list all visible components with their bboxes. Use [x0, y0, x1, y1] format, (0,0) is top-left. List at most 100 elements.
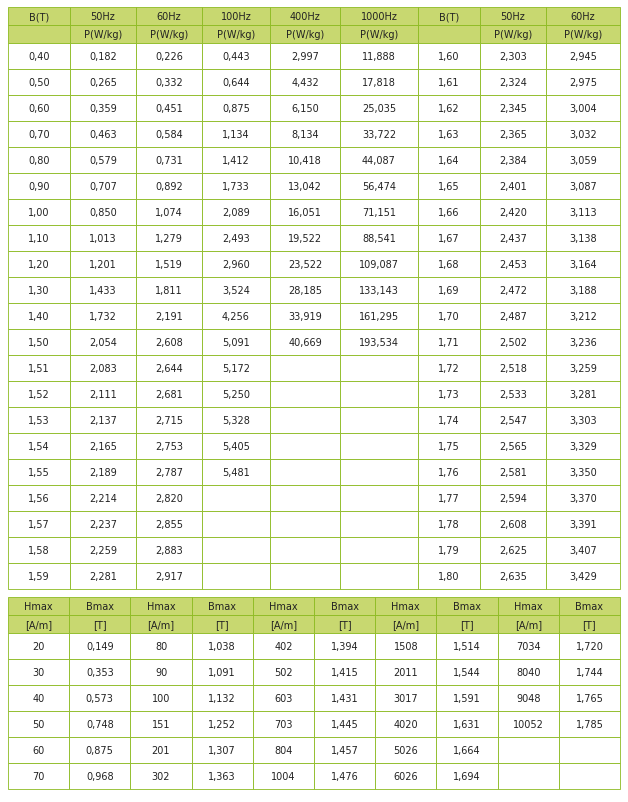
Bar	[314, 763, 375, 789]
Bar	[546, 355, 620, 382]
Bar	[70, 200, 136, 225]
Bar	[340, 330, 418, 355]
Text: 1,412: 1,412	[222, 156, 250, 166]
Bar	[202, 44, 270, 70]
Bar	[131, 737, 192, 763]
Text: 33,722: 33,722	[362, 130, 396, 140]
Bar	[340, 200, 418, 225]
Bar	[270, 330, 340, 355]
Bar	[340, 537, 418, 563]
Text: 33,919: 33,919	[288, 312, 322, 322]
Bar	[436, 659, 497, 685]
Bar	[546, 96, 620, 122]
Text: 2,111: 2,111	[89, 390, 117, 399]
Bar	[546, 174, 620, 200]
Bar	[480, 8, 546, 26]
Text: 1004: 1004	[271, 771, 296, 781]
Text: B(T): B(T)	[439, 12, 459, 22]
Bar	[270, 174, 340, 200]
Bar	[418, 225, 480, 252]
Text: 5,091: 5,091	[222, 338, 250, 347]
Bar	[546, 8, 620, 26]
Bar	[70, 433, 136, 460]
Text: 0,265: 0,265	[89, 78, 117, 88]
Bar	[8, 460, 70, 485]
Text: 1,56: 1,56	[28, 493, 50, 504]
Bar	[340, 485, 418, 512]
Bar	[69, 615, 131, 634]
Bar	[270, 200, 340, 225]
Text: [A/m]: [A/m]	[25, 619, 52, 630]
Bar	[8, 200, 70, 225]
Bar	[202, 200, 270, 225]
Text: [T]: [T]	[583, 619, 596, 630]
Bar	[559, 685, 620, 711]
Bar	[340, 252, 418, 277]
Text: 1,744: 1,744	[575, 667, 604, 677]
Bar	[546, 433, 620, 460]
Bar	[192, 685, 253, 711]
Text: 80: 80	[155, 642, 167, 651]
Bar	[559, 615, 620, 634]
Text: 1,279: 1,279	[155, 233, 183, 244]
Text: 13,042: 13,042	[288, 182, 322, 192]
Text: 0,892: 0,892	[155, 182, 183, 192]
Bar	[136, 485, 202, 512]
Bar	[70, 382, 136, 407]
Text: 2,594: 2,594	[499, 493, 527, 504]
Text: 1,77: 1,77	[438, 493, 460, 504]
Bar	[8, 277, 70, 304]
Text: 3,281: 3,281	[569, 390, 597, 399]
Bar	[480, 70, 546, 96]
Bar	[314, 634, 375, 659]
Bar	[340, 563, 418, 589]
Bar	[192, 615, 253, 634]
Bar	[8, 304, 70, 330]
Text: 1,811: 1,811	[155, 286, 183, 296]
Text: 1,631: 1,631	[453, 719, 481, 729]
Text: 60Hz: 60Hz	[157, 12, 181, 22]
Bar	[270, 563, 340, 589]
Bar	[546, 485, 620, 512]
Bar	[497, 634, 559, 659]
Bar	[70, 225, 136, 252]
Text: 2,945: 2,945	[569, 52, 597, 62]
Bar	[497, 659, 559, 685]
Text: 60Hz: 60Hz	[571, 12, 595, 22]
Bar	[480, 277, 546, 304]
Bar	[340, 433, 418, 460]
Text: 3,004: 3,004	[569, 104, 597, 114]
Bar	[436, 634, 497, 659]
Bar	[546, 382, 620, 407]
Bar	[270, 304, 340, 330]
Bar	[340, 8, 418, 26]
Bar	[480, 382, 546, 407]
Text: 0,332: 0,332	[155, 78, 183, 88]
Text: [A/m]: [A/m]	[392, 619, 420, 630]
Text: 1,307: 1,307	[208, 745, 236, 755]
Text: 0,707: 0,707	[89, 182, 117, 192]
Bar	[480, 330, 546, 355]
Text: 1,57: 1,57	[28, 520, 50, 529]
Text: 20: 20	[33, 642, 45, 651]
Text: 1,457: 1,457	[331, 745, 359, 755]
Bar	[375, 615, 436, 634]
Bar	[253, 763, 314, 789]
Bar	[8, 407, 70, 433]
Text: 0,850: 0,850	[89, 208, 117, 217]
Text: 2,384: 2,384	[499, 156, 527, 166]
Text: 50: 50	[33, 719, 45, 729]
Text: 1,394: 1,394	[331, 642, 359, 651]
Text: 2011: 2011	[394, 667, 418, 677]
Bar	[69, 597, 131, 615]
Text: 1,363: 1,363	[208, 771, 236, 781]
Text: 2,324: 2,324	[499, 78, 527, 88]
Text: 0,875: 0,875	[222, 104, 250, 114]
Bar	[8, 485, 70, 512]
Text: 402: 402	[274, 642, 293, 651]
Bar	[202, 563, 270, 589]
Text: P(W/kg): P(W/kg)	[494, 30, 532, 40]
Text: 400Hz: 400Hz	[290, 12, 320, 22]
Text: 2,681: 2,681	[155, 390, 183, 399]
Bar	[8, 330, 70, 355]
